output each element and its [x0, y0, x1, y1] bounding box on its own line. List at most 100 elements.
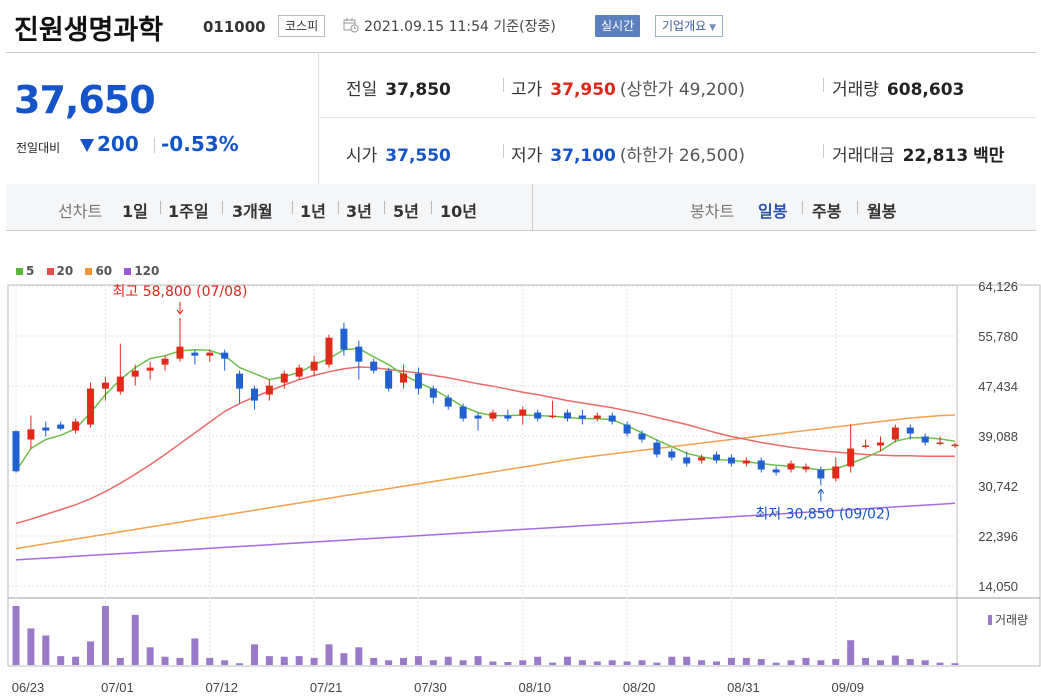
period-5y[interactable]: 5년 — [393, 202, 419, 221]
x-tick-label: 07/01 — [101, 680, 134, 695]
ma120-line — [15, 502, 956, 561]
company-info-dropdown[interactable]: 기업개요 ▼ — [655, 15, 724, 37]
ma20-line — [15, 366, 955, 525]
upper-limit: (상한가 49,200) — [619, 80, 745, 100]
volume-bar — [310, 657, 318, 665]
prev-close: 전일 37,850 — [346, 75, 451, 100]
high-value: 37,950 — [550, 80, 616, 100]
divider — [532, 184, 533, 230]
realtime-button[interactable]: 실시간 — [595, 15, 641, 37]
candle-body — [87, 388, 95, 425]
candle-body — [146, 367, 154, 371]
open-value: 37,550 — [385, 146, 451, 166]
candle-body — [340, 328, 348, 350]
divider — [823, 78, 824, 92]
candle-body — [414, 373, 422, 389]
candle-body — [370, 361, 378, 371]
candle-body — [862, 445, 870, 448]
volume-bar — [862, 657, 870, 665]
volume-bar — [876, 660, 884, 665]
volume-bar — [936, 662, 944, 665]
candle-body — [668, 451, 676, 458]
divider — [857, 201, 858, 214]
period-1y[interactable]: 1년 — [300, 202, 326, 221]
price-change-pct: -0.53% — [154, 132, 239, 156]
period-1w[interactable]: 1주일 — [168, 202, 209, 221]
period-1d[interactable]: 1일 — [122, 202, 148, 221]
price-chart: 5 20 60 120 64,126 55,780 47,434 39,088 30,7… — [0, 252, 1041, 699]
legend-ma5: 5 — [16, 264, 34, 278]
volume-bar — [668, 656, 676, 665]
y-tick-label: 30,742 — [978, 479, 1018, 494]
divider — [160, 201, 161, 214]
candle-body — [787, 463, 795, 470]
high-price: 고가 37,950 (상한가 49,200) — [511, 75, 745, 100]
price-summary: 37,650 전일대비 200 -0.53% 전일 37,850 고가 37,950… — [6, 52, 1036, 185]
stats-row-1: 전일 37,850 고가 37,950 (상한가 49,200) 거래량 608,603 — [320, 53, 1036, 118]
candle-body — [176, 346, 184, 359]
candle-body — [891, 427, 899, 440]
candle-body — [727, 457, 735, 464]
volume-bar — [116, 657, 124, 665]
candle-body — [951, 444, 959, 447]
candle-body — [698, 457, 706, 461]
price-change-pct-value: -0.53% — [161, 132, 239, 156]
legend-label: 60 — [95, 264, 113, 278]
candle-body — [116, 376, 124, 392]
volume-bar — [713, 661, 721, 665]
period-3y[interactable]: 3년 — [346, 202, 372, 221]
divider — [503, 144, 504, 158]
volume-bar — [519, 660, 527, 665]
volume-bar — [221, 660, 229, 665]
volume-bar — [72, 656, 80, 665]
legend-label: 20 — [56, 264, 74, 278]
period-10y[interactable]: 10년 — [440, 202, 477, 221]
volume-bar — [534, 656, 542, 665]
candle-body — [131, 370, 139, 377]
candle-body — [400, 373, 408, 383]
candle-body — [489, 412, 497, 419]
divider — [823, 144, 824, 158]
volume-bar — [280, 656, 288, 665]
lower-limit: (하한가 26,500) — [619, 146, 745, 166]
down-triangle-icon — [80, 139, 94, 152]
y-tick-label: 55,780 — [978, 329, 1018, 344]
volume-bar — [400, 657, 408, 665]
volume-bar — [101, 606, 109, 665]
stock-code: 011000 — [203, 18, 266, 36]
x-tick-label: 07/30 — [414, 680, 447, 695]
candle-body — [72, 421, 80, 431]
high-annotation: 최고 58,800 (07/08) — [112, 284, 247, 300]
legend-ma60: 60 — [85, 264, 112, 278]
volume-bar — [87, 641, 95, 665]
volume-bar — [653, 662, 661, 665]
volume-bar — [236, 663, 244, 665]
volume-bar — [27, 628, 35, 665]
candle-body — [936, 442, 944, 445]
candle-body — [42, 427, 50, 431]
candle-body — [832, 466, 840, 479]
period-monthly[interactable]: 월봉 — [867, 202, 897, 221]
volume-bar — [504, 662, 512, 665]
period-daily[interactable]: 일봉 — [758, 202, 788, 221]
volume-bar — [385, 660, 393, 665]
period-3m[interactable]: 3개월 — [232, 202, 273, 221]
legend-ma120: 120 — [124, 264, 159, 278]
candle-body — [385, 370, 393, 389]
company-info-label: 기업개요 — [662, 19, 707, 33]
candle-body — [355, 346, 363, 362]
volume-label: 거래량 — [832, 80, 879, 100]
legend-label: 120 — [134, 264, 160, 278]
volume-legend-swatch — [988, 615, 992, 625]
volume-bar — [608, 660, 616, 665]
legend-swatch — [46, 268, 54, 275]
chevron-down-icon: ▼ — [709, 23, 717, 33]
candle-body — [429, 388, 437, 398]
volume-bar — [57, 656, 65, 665]
candle-body — [310, 361, 318, 371]
timestamp: 2021.09.15 11:54 기준(장중) — [364, 19, 556, 35]
candlestick-chart: 64,126 55,780 47,434 39,088 30,742 22,396 14,0… — [7, 279, 1041, 695]
period-weekly[interactable]: 주봉 — [812, 202, 842, 221]
current-price: 37,650 — [14, 78, 156, 122]
candle-body — [444, 397, 452, 407]
